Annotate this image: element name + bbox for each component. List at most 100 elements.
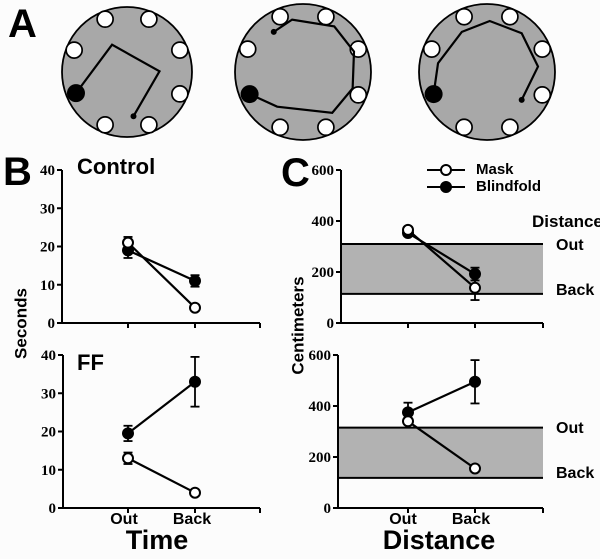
path-end-dot: [270, 28, 277, 35]
y-tick-label: 400: [309, 399, 332, 415]
series-line: [127, 249, 196, 282]
legend-item-mask: Mask: [426, 161, 541, 178]
series-line: [127, 241, 196, 309]
series-line: [407, 229, 476, 289]
hole: [422, 40, 441, 58]
y-tick-label: 30: [41, 386, 56, 402]
chart-control-time: 0 10 20 30 40: [40, 163, 261, 332]
hole: [455, 7, 473, 26]
hole: [349, 86, 368, 104]
hole: [455, 118, 473, 137]
y-tick-label: 20: [41, 425, 56, 441]
marker-mask-back: [469, 281, 481, 294]
band-label-out-top-chart: Out: [556, 237, 584, 254]
hole: [533, 86, 552, 104]
marker-mask-out: [122, 452, 134, 465]
hole: [501, 118, 519, 137]
hole: [317, 7, 335, 26]
y-tick-label: 600: [312, 163, 335, 179]
y-tick-label: 20: [40, 240, 55, 256]
shaded-band: [341, 243, 543, 294]
marker-mask-out: [402, 223, 414, 236]
band-label-back-bottom-chart: Back: [556, 465, 595, 482]
y-tick-label: 10: [40, 278, 55, 294]
marker-blindfold-back: [189, 274, 201, 287]
chart-ff-time: 0 10 20 30 40: [41, 348, 261, 517]
shaded-band: [338, 427, 543, 478]
marker-mask-back: [469, 462, 481, 475]
open-circle-marker-icon: [427, 163, 465, 176]
x-tick-label-distance-out: Out: [389, 511, 417, 528]
y-tick-label: 600: [309, 348, 332, 364]
search-path: [249, 18, 356, 114]
hole: [271, 118, 289, 137]
x-axis-label-distance: Distance: [382, 525, 496, 555]
series-line: [127, 457, 196, 494]
series-line: [127, 380, 196, 435]
y-tick-label: 200: [312, 265, 335, 281]
hole: [65, 41, 84, 59]
legend-item-blindfold: Blindfold: [426, 178, 541, 195]
series-line: [407, 420, 476, 470]
series-mask: [402, 223, 481, 301]
y-axis-label-centimeters: Centimeters: [288, 276, 308, 375]
band-header-distance: Distance: [532, 212, 600, 231]
y-tick-label: 0: [324, 501, 332, 517]
marker-mask-back: [189, 486, 201, 499]
chart-control-distance: 0 200 400 600: [312, 163, 544, 332]
panel-c-label: C: [281, 151, 310, 195]
y-tick-label: 200: [309, 450, 332, 466]
legend-label-blindfold: Blindfold: [476, 178, 541, 195]
arena-2: [234, 3, 372, 141]
hole: [96, 10, 114, 29]
search-path: [432, 19, 540, 101]
hole: [317, 118, 335, 137]
hole: [96, 115, 114, 134]
marker-mask-back: [189, 301, 201, 314]
hole: [170, 85, 189, 103]
arena-1: [61, 6, 193, 138]
start-hole: [66, 84, 85, 103]
arena-3: [418, 3, 556, 141]
series-blindfold: [122, 356, 201, 442]
y-tick-label: 10: [41, 463, 56, 479]
y-tick-label: 30: [40, 201, 55, 217]
series-blindfold: [402, 359, 481, 423]
path-end-dot: [518, 96, 525, 103]
y-tick-label: 40: [40, 163, 55, 179]
chart-title-control: Control: [77, 154, 156, 179]
marker-blindfold-back: [189, 375, 201, 388]
series-line: [407, 380, 476, 414]
y-axis-label-seconds: Seconds: [11, 288, 31, 359]
x-tick-label-time-back: Back: [172, 511, 212, 528]
y-tick-label: 400: [312, 214, 335, 230]
x-tick-label-distance-back: Back: [451, 511, 491, 528]
hole: [501, 7, 519, 26]
band-label-out-bottom-chart: Out: [556, 420, 584, 437]
y-tick-label: 0: [49, 501, 57, 517]
hole: [271, 7, 289, 26]
start-hole: [424, 85, 443, 104]
start-hole: [240, 85, 259, 104]
legend-label-mask: Mask: [476, 161, 514, 178]
hole: [170, 41, 189, 59]
legend: Mask Blindfold: [426, 161, 541, 195]
panel-a-label: A: [8, 2, 37, 46]
marker-blindfold-back: [469, 375, 481, 388]
marker-mask-out: [122, 236, 134, 249]
series-mask: [122, 451, 201, 499]
band-label-back-top-chart: Back: [556, 282, 595, 299]
filled-circle-marker-icon: [427, 180, 465, 193]
series-mask: [122, 236, 201, 314]
y-tick-label: 0: [48, 316, 56, 332]
panel-b-label: B: [3, 150, 32, 194]
marker-mask-out: [402, 415, 414, 428]
y-tick-label: 0: [327, 316, 335, 332]
hole: [533, 40, 552, 58]
x-axis-label-time: Time: [125, 525, 189, 555]
marker-blindfold-out: [122, 427, 134, 440]
hole: [140, 115, 158, 134]
search-path: [75, 43, 162, 117]
